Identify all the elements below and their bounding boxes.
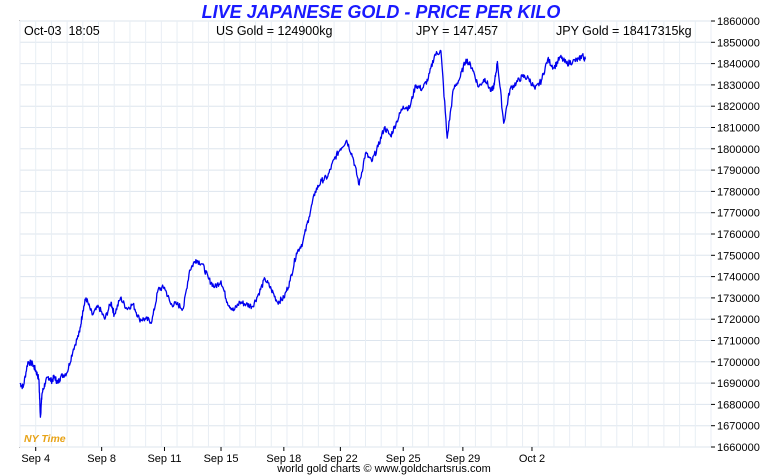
us-gold-label: US Gold = 124900kg <box>216 24 332 38</box>
y-tick-label: 17400000 <box>717 272 760 284</box>
x-tick-label: Sep 8 <box>87 453 116 465</box>
y-tick-label: 16600000 <box>717 442 760 454</box>
x-tick-label: Sep 22 <box>323 453 358 465</box>
y-tick-label: 17600000 <box>717 229 760 241</box>
y-tick-label: 16800000 <box>717 399 760 411</box>
chart-title: LIVE JAPANESE GOLD - PRICE PER KILO <box>202 2 561 22</box>
y-tick-label: 17900000 <box>717 165 760 177</box>
y-tick-label: 18200000 <box>717 101 760 113</box>
x-tick-label: Sep 11 <box>147 453 181 465</box>
y-tick-label: 17200000 <box>717 314 760 326</box>
grid-lines <box>19 20 712 448</box>
series-line <box>19 49 587 418</box>
y-tick-label: 18600000 <box>717 16 760 28</box>
x-tick-label: Sep 29 <box>445 453 480 465</box>
x-tick-label: Sep 4 <box>21 453 50 465</box>
y-tick-label: 16700000 <box>717 421 760 433</box>
x-tick-label: Sep 15 <box>204 453 239 465</box>
y-tick-label: 18000000 <box>717 144 760 156</box>
y-tick-label: 18500000 <box>717 37 760 49</box>
timestamp-label: Oct-03 18:05 <box>24 24 100 38</box>
y-tick-label: 17100000 <box>717 336 760 348</box>
y-axis-ticks: 16600000 16700000 16800000 16900000 17000000… <box>711 16 760 454</box>
x-axis-ticks: Sep 4 Sep 8 Sep 11 Sep 15 Sep 18 Sep 22 Sep 25… <box>21 447 545 465</box>
y-tick-label: 18400000 <box>717 59 760 71</box>
jpy-gold-label: JPY Gold = 18417315kg <box>556 24 692 38</box>
y-tick-label: 17700000 <box>717 208 760 220</box>
jpy-rate-label: JPY = 147.457 <box>416 24 498 38</box>
y-tick-label: 18100000 <box>717 123 760 135</box>
footer-credit: world gold charts © www.goldchartsrus.co… <box>276 463 491 475</box>
y-tick-label: 18300000 <box>717 80 760 92</box>
y-tick-label: 16900000 <box>717 378 760 390</box>
x-tick-label: Sep 18 <box>266 453 301 465</box>
series-group <box>19 49 587 418</box>
x-tick-label: Oct 2 <box>519 453 545 465</box>
y-tick-label: 17500000 <box>717 250 760 262</box>
x-tick-label: Sep 25 <box>386 453 421 465</box>
timezone-label: NY Time <box>24 433 66 445</box>
y-tick-label: 17800000 <box>717 186 760 198</box>
y-tick-label: 17000000 <box>717 357 760 369</box>
y-tick-label: 17300000 <box>717 293 760 305</box>
